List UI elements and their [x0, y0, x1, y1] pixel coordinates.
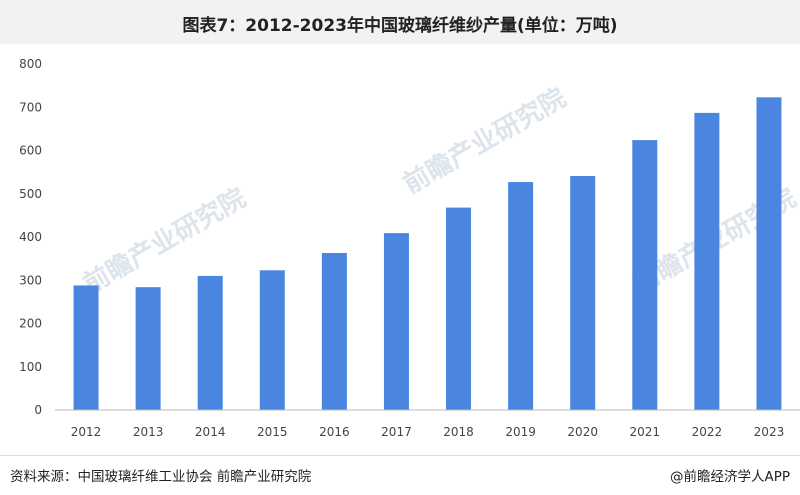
y-tick-label: 600: [19, 144, 42, 158]
x-tick-label: 2012: [71, 425, 102, 439]
bar-2023: [756, 97, 782, 411]
x-tick-label: 2018: [443, 425, 474, 439]
bar-2021: [632, 140, 658, 410]
bar-2018: [446, 207, 472, 410]
bar-chart: 前瞻产业研究院前瞻产业研究院前瞻产业研究院 010020030040050060…: [19, 57, 800, 439]
footer: 资料来源：中国玻璃纤维工业协会 前瞻产业研究院 @前瞻经济学人APP: [0, 455, 800, 495]
bar-2022: [694, 112, 720, 410]
bars: [73, 97, 782, 411]
bar-2017: [383, 233, 409, 410]
watermark-text: 前瞻产业研究院: [398, 82, 571, 200]
x-tick-label: 2023: [754, 425, 785, 439]
y-tick-label: 0: [34, 403, 42, 417]
x-tick-label: 2020: [567, 425, 598, 439]
bar-2013: [135, 287, 161, 410]
x-tick-label: 2022: [692, 425, 723, 439]
y-tick-label: 400: [19, 230, 42, 244]
chart-title: 图表7：2012-2023年中国玻璃纤维纱产量(单位：万吨): [182, 16, 618, 36]
y-tick-label: 300: [19, 273, 42, 287]
bar-2020: [570, 176, 596, 410]
y-tick-label: 700: [19, 100, 42, 114]
y-axis: 0 100 200 300 400 500 600 700 800: [19, 57, 42, 417]
title-bar: [0, 0, 800, 44]
watermark-text: 前瞻产业研究院: [78, 182, 251, 300]
bar-2012: [73, 285, 99, 410]
source-note: 资料来源：中国玻璃纤维工业协会 前瞻产业研究院: [10, 469, 312, 485]
x-tick-label: 2015: [257, 425, 288, 439]
brand-credit: @前瞻经济学人APP: [669, 469, 790, 485]
x-tick-label: 2014: [195, 425, 226, 439]
watermark-layer: 前瞻产业研究院前瞻产业研究院前瞻产业研究院: [78, 82, 800, 300]
bar-2014: [197, 275, 223, 410]
y-tick-label: 800: [19, 57, 42, 71]
x-tick-label: 2013: [133, 425, 164, 439]
x-tick-label: 2021: [630, 425, 661, 439]
bar-2019: [508, 182, 534, 410]
y-tick-label: 500: [19, 187, 42, 201]
x-axis: 2012 2013 2014 2015 2016 2017 2018 2019 2020 2021…: [71, 425, 784, 439]
x-tick-label: 2016: [319, 425, 350, 439]
x-tick-label: 2017: [381, 425, 412, 439]
y-tick-label: 200: [19, 317, 42, 331]
bar-2015: [259, 270, 285, 410]
x-tick-label: 2019: [505, 425, 536, 439]
y-tick-label: 100: [19, 360, 42, 374]
bar-2016: [321, 253, 347, 410]
